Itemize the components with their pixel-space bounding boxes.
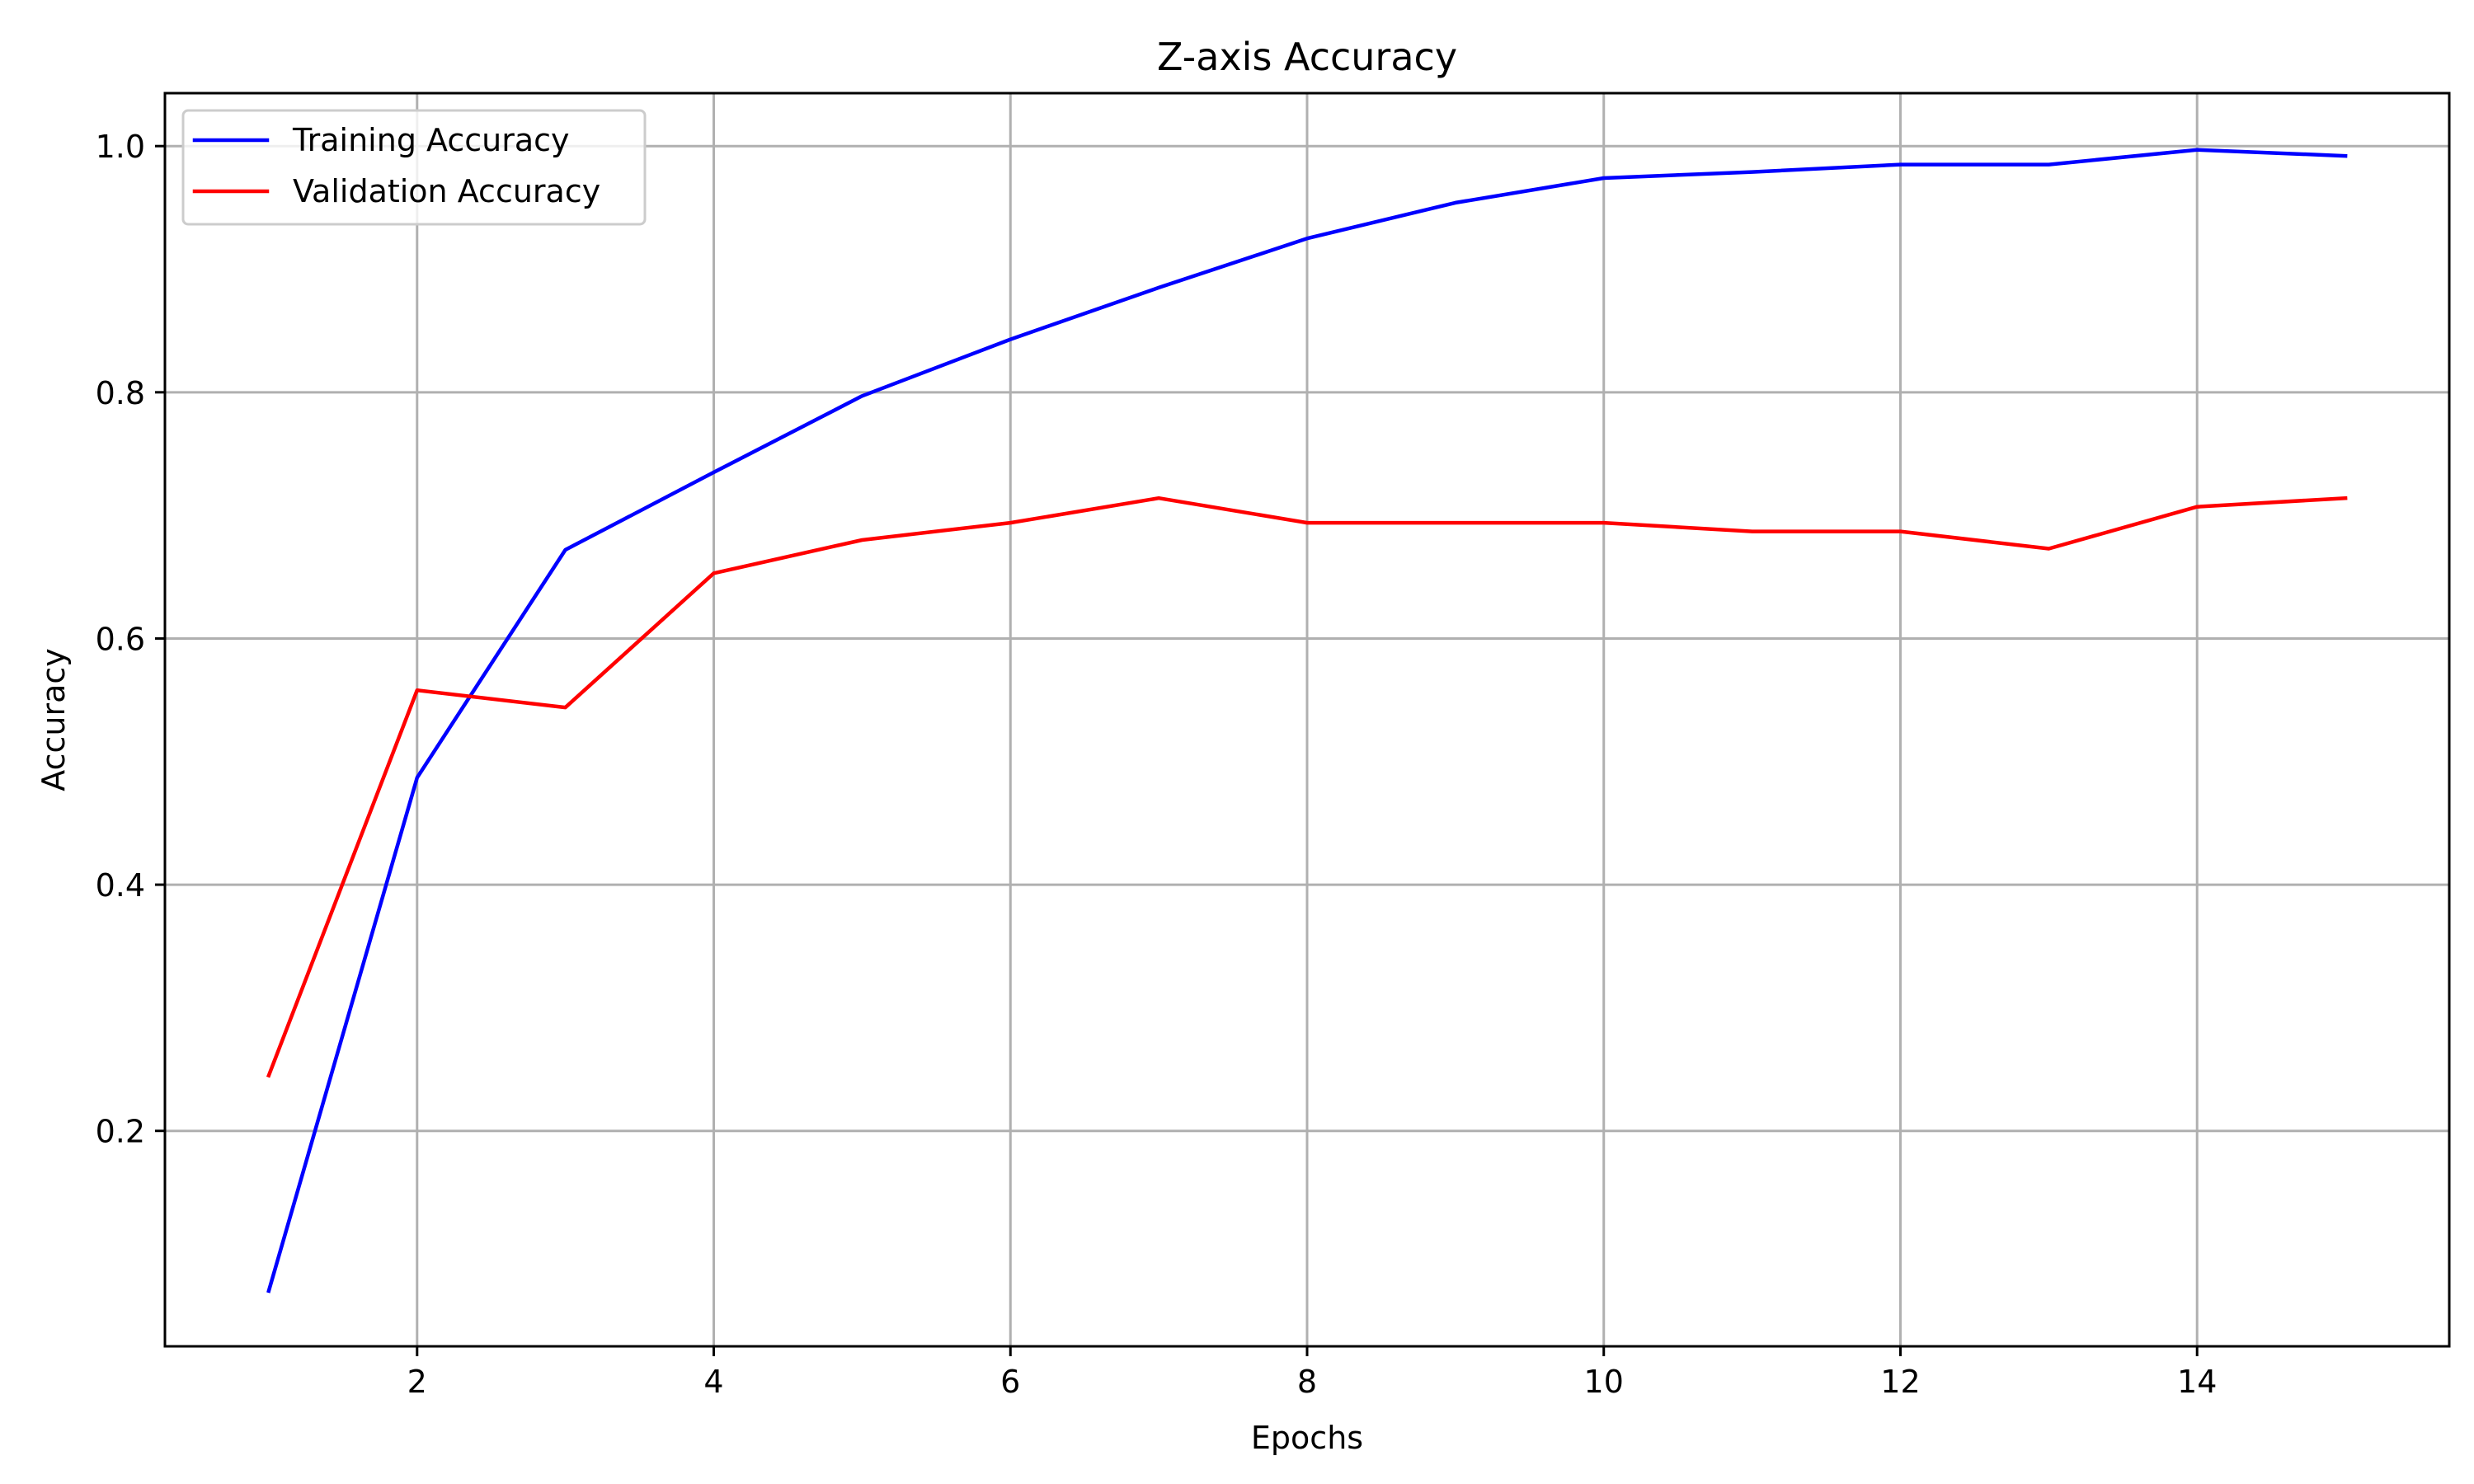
x-tick-label: 4: [703, 1364, 723, 1400]
y-axis-label: Accuracy: [35, 648, 72, 791]
legend-label-validation: Validation Accuracy: [293, 173, 600, 209]
y-tick-label: 0.2: [96, 1114, 145, 1150]
x-tick-label: 2: [407, 1364, 427, 1400]
legend: Training Accuracy Validation Accuracy: [181, 109, 647, 226]
x-axis-label: Epochs: [1251, 1420, 1363, 1456]
series-lines: [266, 148, 2348, 1294]
y-tick-label: 0.8: [96, 375, 145, 411]
y-tick-label: 0.4: [96, 867, 145, 904]
x-tick-label: 10: [1584, 1364, 1624, 1400]
series-line-validation: [266, 495, 2348, 1078]
x-tick-label: 8: [1297, 1364, 1317, 1400]
chart-title: Z-axis Accuracy: [1157, 35, 1457, 79]
x-tick-label: 12: [1880, 1364, 1920, 1400]
legend-label-training: Training Accuracy: [292, 122, 570, 158]
series-line-training: [266, 148, 2348, 1294]
grid: [165, 93, 2449, 1346]
axis-ticks: 2 4 6 8 10 12 14 0.2 0.4 0.6 0.8 1.0: [96, 129, 2218, 1400]
legend-box: [181, 109, 647, 226]
x-tick-label: 14: [2177, 1364, 2217, 1400]
y-tick-label: 1.0: [96, 129, 145, 165]
x-tick-label: 6: [1000, 1364, 1020, 1400]
y-tick-label: 0.6: [96, 621, 145, 657]
